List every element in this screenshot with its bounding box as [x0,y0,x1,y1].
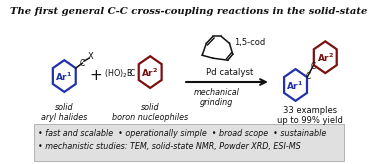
Text: Pd catalyst: Pd catalyst [206,68,254,77]
Text: C: C [130,69,135,78]
Text: Ar$^{\mathregular{1}}$: Ar$^{\mathregular{1}}$ [286,80,304,92]
Text: solid
boron nucleophiles: solid boron nucleophiles [112,103,188,122]
Text: (HO)$_{\mathregular{2}}$B: (HO)$_{\mathregular{2}}$B [104,68,133,80]
Text: solid
aryl halides: solid aryl halides [41,103,87,122]
Text: Ar$^{\mathregular{2}}$: Ar$^{\mathregular{2}}$ [316,52,334,64]
Text: X: X [88,52,93,61]
Text: • mechanistic studies: TEM, solid-state NMR, Powder XRD, ESI-MS: • mechanistic studies: TEM, solid-state … [38,143,301,152]
Text: 33 examples
up to 99% yield: 33 examples up to 99% yield [277,106,343,125]
Text: • fast and scalable  • operationally simple  • broad scope  • sustainable: • fast and scalable • operationally simp… [38,129,326,138]
FancyBboxPatch shape [34,124,344,161]
Text: C: C [310,62,316,71]
Text: C: C [305,72,310,81]
Text: Ar$^{\mathregular{1}}$: Ar$^{\mathregular{1}}$ [55,71,72,83]
Text: The first general C-C cross-coupling reactions in the solid-state: The first general C-C cross-coupling rea… [10,7,368,16]
Text: 1,5-cod: 1,5-cod [234,38,266,47]
Text: C: C [80,59,85,68]
Text: +: + [89,68,102,82]
Text: mechanical
grinding: mechanical grinding [193,88,239,107]
Text: Ar$^{\mathregular{2}}$: Ar$^{\mathregular{2}}$ [141,67,159,79]
